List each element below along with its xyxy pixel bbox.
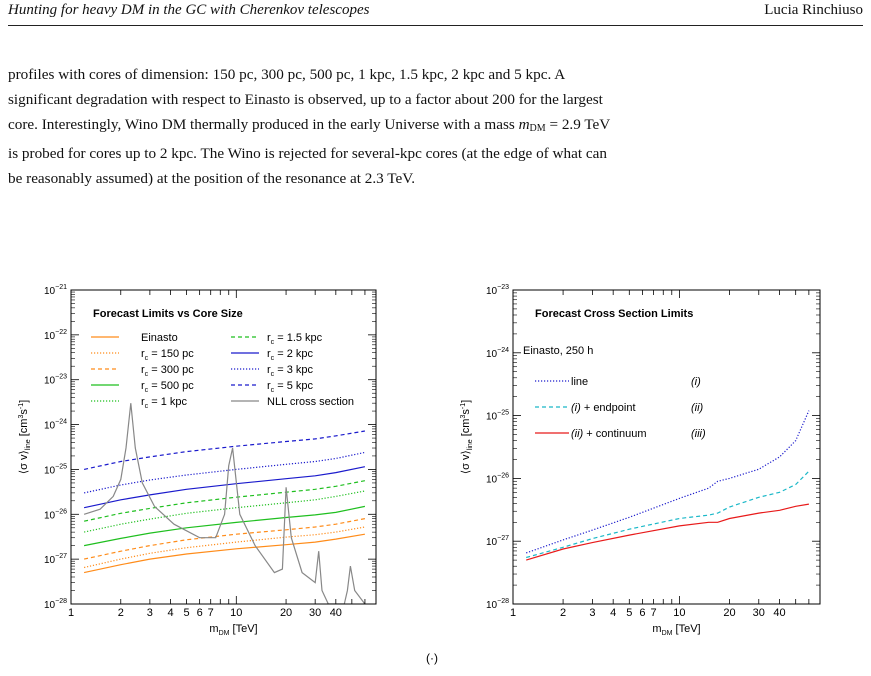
panel2-y-tick-label: 10−25 bbox=[486, 410, 509, 423]
panel2-x-tick-label: 2 bbox=[560, 607, 566, 619]
panel1-x-tick-label: 2 bbox=[118, 607, 124, 619]
panel2-legend-tag: (i) bbox=[691, 376, 701, 388]
panel1-axes-frame bbox=[70, 289, 377, 605]
panel2-legend-label: line bbox=[571, 376, 588, 388]
panel2-y-tick-label: 10−24 bbox=[486, 347, 509, 360]
panel1-series-2 bbox=[83, 526, 366, 569]
panel1-legend-label: rc = 500 pc bbox=[141, 380, 194, 394]
panel1-legend-label: rc = 150 pc bbox=[141, 348, 194, 362]
running-header: Hunting for heavy DM in the GC with Cher… bbox=[8, 0, 863, 26]
panel1-y-tick-label: 10−27 bbox=[44, 553, 67, 566]
panel2-chart-subtitle: Einasto, 250 h bbox=[523, 345, 593, 357]
panel1-x-tick-label: 7 bbox=[208, 607, 214, 619]
panel2-x-tick-label: 20 bbox=[723, 607, 735, 619]
panel1-series-10 bbox=[83, 403, 366, 604]
panel1-y-axis-label: ⟨σ v⟩line [cm3s-1] bbox=[18, 400, 32, 474]
panel1-chart-title: Forecast Limits vs Core Size bbox=[93, 308, 243, 320]
panel1-y-tick-label: 10−24 bbox=[44, 419, 67, 432]
paragraph-line-5: be reasonably assumed) at the position o… bbox=[8, 170, 416, 187]
figure: 1 2 3 4 5 6 7 10 20 30 40 mDM [TeV] 10−28 10−27 10−26 1… bbox=[0, 280, 871, 671]
panel2-x-tick-label: 40 bbox=[773, 607, 785, 619]
panel1-x-tick-label: 10 bbox=[230, 607, 242, 619]
panel1-x-tick-label: 5 bbox=[183, 607, 189, 619]
panel1-legend-label: rc = 1 kpc bbox=[141, 396, 187, 410]
panel2-y-tick-label: 10−26 bbox=[486, 472, 509, 485]
panel1-x-tick-label: 4 bbox=[167, 607, 173, 619]
body-paragraph: profiles with cores of dimension: 150 pc… bbox=[8, 62, 863, 191]
panel1-x-axis-label: mDM [TeV] bbox=[209, 623, 257, 637]
panel1-y-tick-label: 10−22 bbox=[44, 329, 67, 342]
panel2-y-tick-label: 10−23 bbox=[486, 284, 509, 297]
paragraph-line-3-a: core. Interestingly, Wino DM thermally p… bbox=[8, 116, 519, 133]
panel2-legend-tag: (ii) bbox=[691, 402, 704, 414]
panel2-x-tick-label: 7 bbox=[651, 607, 657, 619]
panel2-y-tick-label: 10−27 bbox=[486, 535, 509, 548]
paragraph-line-3: core. Interestingly, Wino DM thermally p… bbox=[8, 112, 863, 141]
panel1-x-tick-label: 30 bbox=[309, 607, 321, 619]
panel1-y-tick-label: 10−21 bbox=[44, 284, 67, 297]
panel2-legend-label: (ii) + continuum bbox=[571, 428, 647, 440]
panel1-series-8 bbox=[83, 451, 366, 494]
panel2-series-2 bbox=[526, 470, 810, 559]
panel1-y-tick-label: 10−23 bbox=[44, 374, 67, 387]
panel2-x-tick-label: 1 bbox=[510, 607, 516, 619]
panel2-series-1 bbox=[526, 410, 810, 554]
panel2-y-tick-label: 10−28 bbox=[486, 598, 509, 611]
paragraph-line-1: profiles with cores of dimension: 150 pc… bbox=[8, 66, 566, 83]
panel1-x-tick-label: 20 bbox=[280, 607, 292, 619]
panel1-y-tick-label: 10−28 bbox=[44, 598, 67, 611]
panel1-legend-label: rc = 300 pc bbox=[141, 364, 194, 378]
caption-fragment: (·) bbox=[426, 651, 438, 665]
panel2-legend-label: (i) + endpoint bbox=[571, 402, 636, 414]
panel1-x-tick-label: 6 bbox=[197, 607, 203, 619]
panel1-legend-label: rc = 1.5 kpc bbox=[267, 332, 323, 346]
panel2-x-tick-label: 10 bbox=[673, 607, 685, 619]
panel2-y-axis-label: ⟨σ v⟩line [cm3s-1] bbox=[460, 400, 474, 474]
math-m: m bbox=[518, 116, 530, 133]
panel1-legend-label: rc = 2 kpc bbox=[267, 348, 313, 362]
panel1-series-1 bbox=[83, 533, 365, 574]
panel1-y-tick-label: 10−25 bbox=[44, 463, 67, 476]
panel2-x-axis-label: mDM [TeV] bbox=[652, 623, 700, 637]
panel1-series-9 bbox=[83, 430, 365, 470]
panel2-x-tick-label: 4 bbox=[610, 607, 616, 619]
panel1-legend-label: NLL cross section bbox=[267, 396, 354, 408]
paragraph-line-4: is probed for cores up to 2 kpc. The Win… bbox=[8, 145, 607, 162]
panel1-series-4 bbox=[83, 505, 366, 547]
panel2-series-3 bbox=[526, 503, 809, 561]
caption-fragment-svg: (·) bbox=[426, 651, 438, 665]
panel1-series-6 bbox=[83, 480, 366, 522]
panel2-axes-frame bbox=[512, 289, 821, 605]
paragraph-line-3-b: = 2.9 TeV bbox=[545, 116, 611, 133]
panel2-x-tick-label: 6 bbox=[639, 607, 645, 619]
panel2-x-tick-label: 30 bbox=[753, 607, 765, 619]
header-rule bbox=[8, 25, 863, 26]
panel2-x-tick-label: 3 bbox=[589, 607, 595, 619]
panel2-x-tick-label: 5 bbox=[626, 607, 632, 619]
panel1-legend-label: Einasto bbox=[141, 332, 178, 344]
math-sub-dm: DM bbox=[529, 123, 546, 134]
panel1-series-7 bbox=[83, 466, 366, 509]
panel2-chart-title: Forecast Cross Section Limits bbox=[535, 308, 693, 320]
running-title: Hunting for heavy DM in the GC with Cher… bbox=[8, 2, 370, 18]
panel1-series-3 bbox=[83, 518, 366, 560]
panel2-legend-tag: (iii) bbox=[691, 428, 706, 440]
panel1-x-tick-label: 3 bbox=[147, 607, 153, 619]
panel1-legend-label: rc = 3 kpc bbox=[267, 364, 313, 378]
panel1-x-tick-label: 40 bbox=[330, 607, 342, 619]
running-author: Lucia Rinchiuso bbox=[764, 2, 863, 18]
paragraph-line-2: significant degradation with respect to … bbox=[8, 91, 603, 108]
panel1-x-tick-label: 1 bbox=[68, 607, 74, 619]
panel1-y-tick-label: 10−26 bbox=[44, 508, 67, 521]
panel1-legend-label: rc = 5 kpc bbox=[267, 380, 313, 394]
